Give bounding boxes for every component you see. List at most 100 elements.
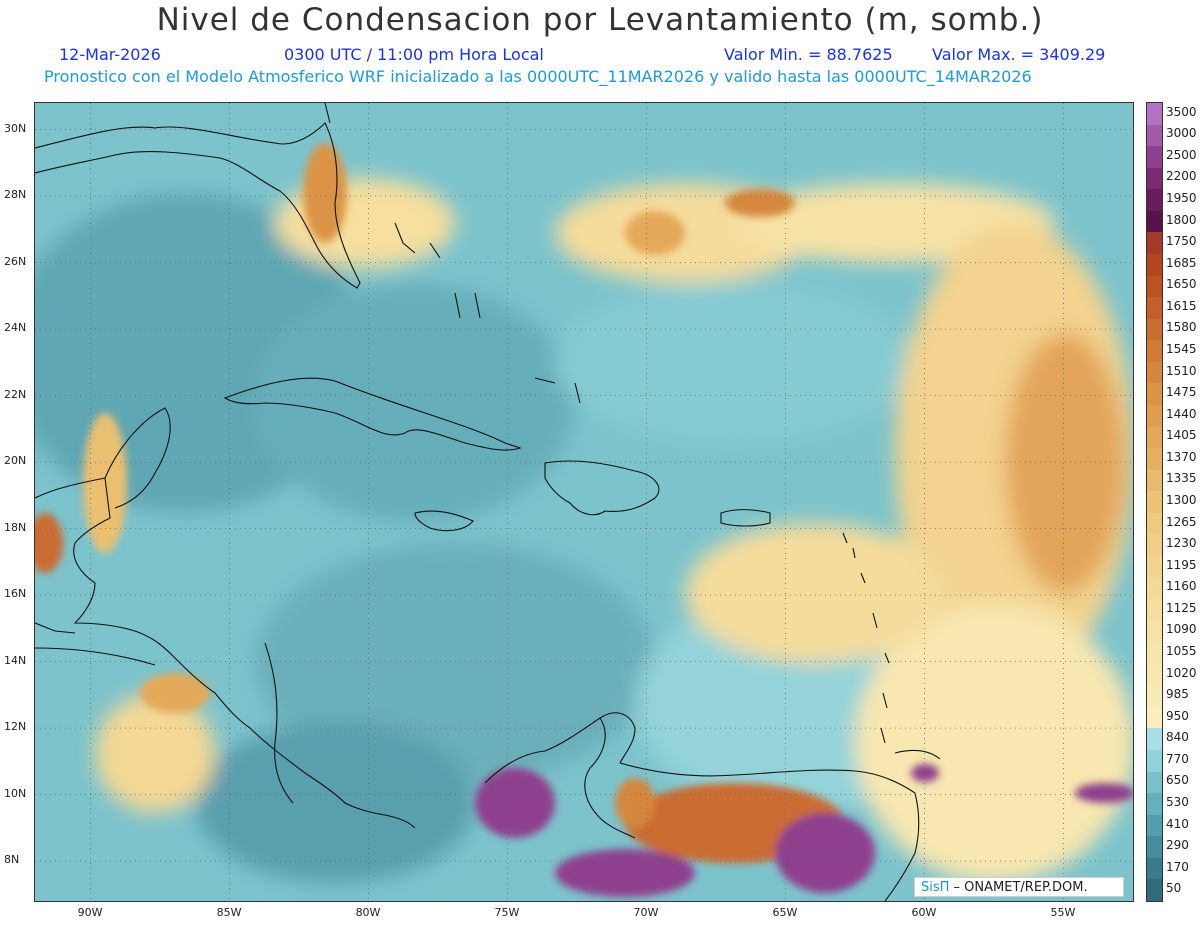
colorbar-swatch [1147, 469, 1162, 492]
lon-tick-label: 55W [1050, 906, 1076, 919]
time-label: 0300 UTC / 11:00 pm Hora Local [284, 45, 544, 64]
credit-text: – ONAMET/REP.DOM. [949, 880, 1088, 895]
colorbar-label: 840 [1166, 730, 1189, 745]
colorbar-label: 1615 [1166, 298, 1197, 313]
colorbar-swatch [1147, 426, 1162, 449]
colorbar-swatch [1147, 124, 1162, 147]
colorbar-label: 3000 [1166, 126, 1197, 141]
colorbar-label: 1195 [1166, 557, 1197, 572]
lat-tick-label: 24N [4, 321, 27, 335]
colorbar-label: 1685 [1166, 255, 1197, 270]
colorbar-swatch [1147, 318, 1162, 341]
colorbar-label: 1265 [1166, 514, 1197, 529]
map-canvas [35, 103, 1133, 901]
colorbar-swatch [1147, 599, 1162, 622]
colorbar-swatch [1147, 448, 1162, 471]
colorbar-label: 1230 [1166, 536, 1197, 551]
colorbar-label: 2200 [1166, 169, 1197, 184]
colorbar-swatch [1147, 103, 1162, 126]
colorbar-swatch [1147, 404, 1162, 427]
colorbar-swatch [1147, 793, 1162, 816]
colorbar-swatch [1147, 210, 1162, 233]
colorbar-swatch [1147, 555, 1162, 578]
date-label: 12-Mar-2026 [59, 45, 161, 64]
map-panel [34, 102, 1134, 902]
colorbar-swatch [1147, 771, 1162, 794]
forecast-info: Pronostico con el Modelo Atmosferico WRF… [44, 67, 1032, 86]
colorbar-label: 1055 [1166, 643, 1197, 658]
lat-tick-label: 14N [4, 653, 27, 667]
colorbar-label: 1750 [1166, 234, 1197, 249]
colorbar-swatch [1147, 750, 1162, 773]
colorbar-label: 1545 [1166, 342, 1197, 357]
colorbar-swatch [1147, 491, 1162, 514]
colorbar-swatch [1147, 620, 1162, 643]
grid-lines [35, 103, 1133, 901]
lon-tick-label: 65W [772, 906, 798, 919]
colorbar-label: 1300 [1166, 493, 1197, 507]
min-value-label: Valor Min. = 88.7625 [724, 45, 893, 64]
lon-tick-label: 70W [633, 906, 659, 919]
colorbar-swatch [1147, 728, 1162, 751]
colorbar-swatch [1147, 663, 1162, 686]
max-value-label: Valor Max. = 3409.29 [932, 45, 1106, 64]
colorbar-swatch [1147, 383, 1162, 406]
lat-tick-label: 22N [4, 387, 27, 401]
colorbar-swatch [1147, 577, 1162, 600]
colorbar-swatch [1147, 836, 1162, 859]
colorbar-label: 410 [1166, 816, 1189, 831]
lat-tick-label: 10N [4, 786, 27, 800]
colorbar-swatch [1147, 253, 1162, 277]
colorbar-label: 1020 [1166, 665, 1197, 680]
colorbar-swatch [1147, 534, 1162, 557]
colorbar-swatch [1147, 642, 1162, 665]
colorbar-label: 1475 [1166, 385, 1197, 400]
colorbar-swatch [1147, 297, 1162, 320]
colorbar-label: 530 [1166, 794, 1189, 809]
colorbar-swatch [1147, 512, 1162, 535]
colorbar-label: 1160 [1166, 579, 1197, 594]
colorbar [1146, 102, 1163, 902]
lat-tick-label: 20N [4, 454, 27, 468]
lat-tick-label: 30N [4, 121, 27, 135]
colorbar-label: 3500 [1166, 104, 1197, 119]
colorbar-swatch [1147, 814, 1162, 837]
lon-tick-label: 75W [494, 906, 520, 919]
lcl-shading [35, 143, 1133, 897]
sispi-logo: SisΠ [921, 880, 950, 895]
colorbar-label: 950 [1166, 708, 1189, 723]
colorbar-label: 2500 [1166, 147, 1197, 162]
colorbar-label: 1335 [1166, 471, 1197, 486]
colorbar-label: 1440 [1166, 406, 1197, 421]
lat-tick-label: 18N [4, 520, 27, 534]
lon-tick-label: 60W [911, 906, 937, 919]
colorbar-label: 170 [1166, 859, 1189, 874]
colorbar-label: 1650 [1166, 277, 1197, 292]
colorbar-swatch [1147, 146, 1162, 169]
lon-tick-label: 90W [77, 906, 103, 919]
colorbar-label: 1090 [1166, 622, 1197, 637]
colorbar-label: 1370 [1166, 449, 1197, 464]
colorbar-label: 650 [1166, 773, 1189, 788]
colorbar-swatch [1147, 361, 1162, 384]
lon-tick-label: 85W [216, 906, 242, 919]
colorbar-label: 290 [1166, 838, 1189, 853]
coastlines [35, 103, 941, 901]
lat-tick-label: 28N [4, 188, 27, 202]
colorbar-label: 1125 [1166, 600, 1197, 615]
colorbar-label: 1580 [1166, 320, 1197, 335]
map-title: Nivel de Condensacion por Levantamiento … [156, 2, 1044, 38]
colorbar-swatch [1147, 879, 1162, 902]
colorbar-swatch [1147, 685, 1162, 708]
lat-tick-label: 26N [4, 254, 27, 268]
colorbar-swatch [1147, 706, 1162, 729]
lat-tick-label: 8N [4, 853, 20, 867]
credit-box: SisΠ – ONAMET/REP.DOM. [914, 877, 1124, 897]
colorbar-swatch [1147, 167, 1162, 190]
lat-tick-label: 12N [4, 720, 27, 734]
lon-tick-label: 80W [355, 906, 381, 919]
colorbar-swatch [1147, 189, 1162, 212]
colorbar-label: 1405 [1166, 428, 1197, 443]
colorbar-swatch [1147, 340, 1162, 363]
colorbar-label: 985 [1166, 687, 1189, 702]
